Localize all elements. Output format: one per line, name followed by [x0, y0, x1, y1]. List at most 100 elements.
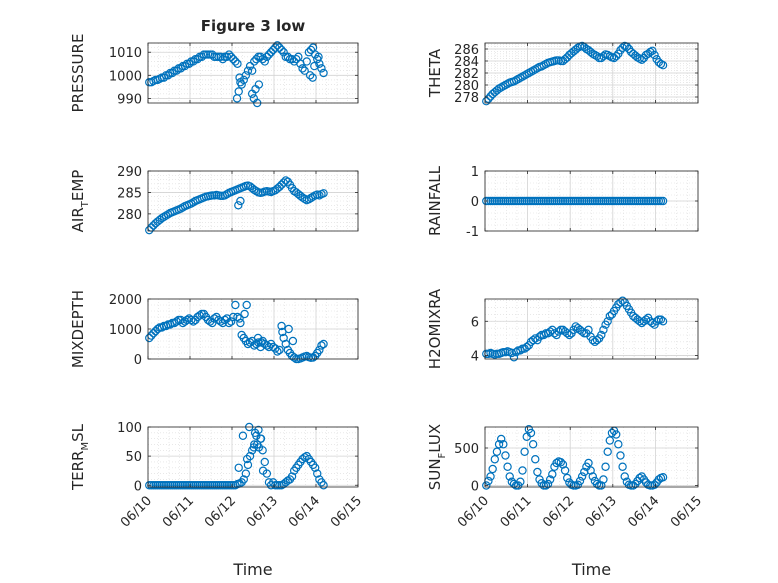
pressure-point [310, 61, 319, 71]
pressure-point [180, 61, 190, 71]
rainfall-ytick-label: 1 [471, 165, 479, 180]
air_temp-ytick-label: 285 [117, 186, 142, 201]
terr_msl-ytick-label: 100 [117, 421, 142, 436]
terr_msl-point [234, 463, 243, 472]
pressure-point [292, 54, 301, 64]
sun_flux-point [592, 479, 602, 489]
air_temp-point [176, 204, 185, 213]
mixdepth-point [315, 345, 324, 355]
figure-title: Figure 3 low [201, 17, 306, 35]
sun_flux-point [486, 472, 495, 481]
sun_flux-point [563, 473, 572, 483]
h2omixra-point [516, 346, 525, 355]
terr_msl-point [313, 469, 322, 478]
pressure-point [245, 61, 255, 71]
theta-point [560, 55, 570, 64]
pressure-point [172, 66, 181, 75]
sun_flux-point [650, 480, 659, 489]
air_temp-point [187, 199, 196, 208]
mixdepth-panel: 0 1000 2000 MIXDEPTH [69, 290, 359, 368]
h2omixra-point [522, 342, 531, 352]
rainfall-ytick-label: 0 [471, 195, 479, 210]
sun_flux-xtick-label: 06/11 [498, 493, 535, 530]
h2omixra-point [550, 329, 559, 338]
air_temp-axes [147, 170, 359, 232]
sun_flux-point [548, 470, 557, 479]
sun_flux-point [531, 455, 540, 464]
air_temp-point [308, 192, 318, 201]
sun_flux-point [599, 475, 608, 484]
pressure-point [226, 52, 236, 62]
sun_flux-point [575, 476, 585, 486]
h2omixra-point [531, 334, 540, 343]
pressure-axes [147, 42, 359, 104]
mixdepth-ylabel: MIXDEPTH [69, 290, 87, 368]
pressure-point [262, 52, 272, 62]
mixdepth-point [319, 339, 328, 349]
pressure-point [189, 57, 198, 66]
mixdepth-point [317, 341, 326, 350]
sun_flux-panel: 0 500 06/10 06/11 06/12 06/13 06/14 06/15 Time SU… [426, 424, 705, 579]
terr_msl-xlabel: Time [232, 560, 272, 579]
terr_msl-point [254, 443, 264, 452]
air_temp-point [145, 225, 154, 235]
terr_msl-point [241, 469, 251, 478]
mixdepth-point [277, 321, 286, 331]
sun_flux-xtick-label: 06/15 [668, 493, 705, 530]
sun_flux-point [560, 466, 570, 475]
pressure-ylabel: PRESSURE [69, 34, 87, 113]
h2omixra-ylabel: H2OMIXRA [426, 288, 444, 369]
sun_flux-point [499, 440, 508, 449]
terr_msl-point [239, 475, 248, 484]
terr_msl-xtick-label: 06/15 [328, 493, 365, 530]
pressure-ytick-label: 1000 [109, 69, 142, 84]
sun_flux-xtick-label: 06/10 [455, 493, 492, 530]
mixdepth-point [240, 309, 249, 319]
sun_flux-point [503, 462, 512, 471]
mixdepth-point [242, 300, 251, 310]
terr_msl-point [287, 472, 297, 481]
theta-point [658, 60, 668, 70]
pressure-point [314, 52, 323, 62]
pressure-point [231, 57, 240, 66]
mixdepth-point [172, 317, 181, 326]
sun_flux-ylabel: SUNFLUX [426, 424, 448, 490]
sun_flux-ytick-label: 500 [454, 442, 479, 457]
terr_msl-point [260, 457, 269, 467]
pressure-point [264, 50, 274, 59]
air_temp-point [300, 194, 309, 204]
sun_flux-point [658, 473, 668, 482]
air_temp-ylabel: AIRTEMP [69, 170, 91, 233]
mixdepth-point [189, 317, 198, 326]
terr_msl-panel: 0 50 100 06/10 06/11 06/12 06/13 06/14 06/15 Time… [69, 421, 365, 579]
theta-ylabel: THETA [426, 48, 444, 98]
sun_flux-xtick-label: 06/12 [540, 493, 577, 530]
pressure-point [241, 71, 251, 80]
rainfall-point [658, 196, 668, 206]
pressure-point [260, 57, 269, 66]
pressure-point [218, 54, 227, 64]
sun_flux-xtick-label: 06/14 [625, 493, 662, 530]
pressure-point [317, 64, 326, 73]
terr_msl-axes [147, 426, 359, 488]
h2omixra-point [605, 311, 615, 321]
pressure-point [258, 54, 267, 64]
pressure-point [302, 57, 311, 66]
air_temp-point [304, 195, 314, 204]
h2omixra-point [563, 329, 572, 338]
pressure-point [216, 52, 225, 62]
sun_flux-point [635, 473, 644, 483]
theta-point [648, 46, 657, 56]
pressure-point [266, 48, 276, 57]
air_temp-point [157, 213, 167, 223]
pressure-point [236, 78, 245, 87]
sun_flux-point [584, 458, 593, 468]
h2omixra-point [528, 335, 538, 345]
sun_flux-point [496, 434, 506, 444]
air_temp-point [275, 182, 284, 192]
air_temp-ytick-label: 290 [117, 165, 142, 180]
sun_flux-point [516, 477, 525, 486]
theta-point [482, 96, 491, 106]
terr_msl-point [310, 463, 320, 472]
mixdepth-point [289, 353, 299, 362]
